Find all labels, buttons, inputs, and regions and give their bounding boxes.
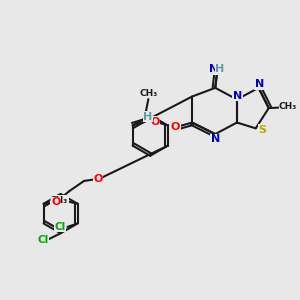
Text: S: S — [258, 125, 266, 135]
Text: Cl: Cl — [55, 222, 66, 232]
Text: N: N — [208, 64, 218, 74]
Text: CH₃: CH₃ — [50, 196, 68, 205]
Text: N: N — [211, 134, 220, 144]
Text: CH₃: CH₃ — [139, 89, 158, 98]
Text: O: O — [51, 197, 61, 207]
Text: CH₃: CH₃ — [279, 102, 297, 111]
Text: H: H — [143, 112, 153, 122]
Text: H: H — [215, 64, 224, 74]
Text: O: O — [171, 122, 180, 132]
Text: O: O — [93, 174, 103, 184]
Text: O: O — [150, 117, 159, 127]
Text: Cl: Cl — [37, 236, 48, 245]
Text: N: N — [255, 80, 264, 89]
Text: N: N — [233, 91, 242, 101]
